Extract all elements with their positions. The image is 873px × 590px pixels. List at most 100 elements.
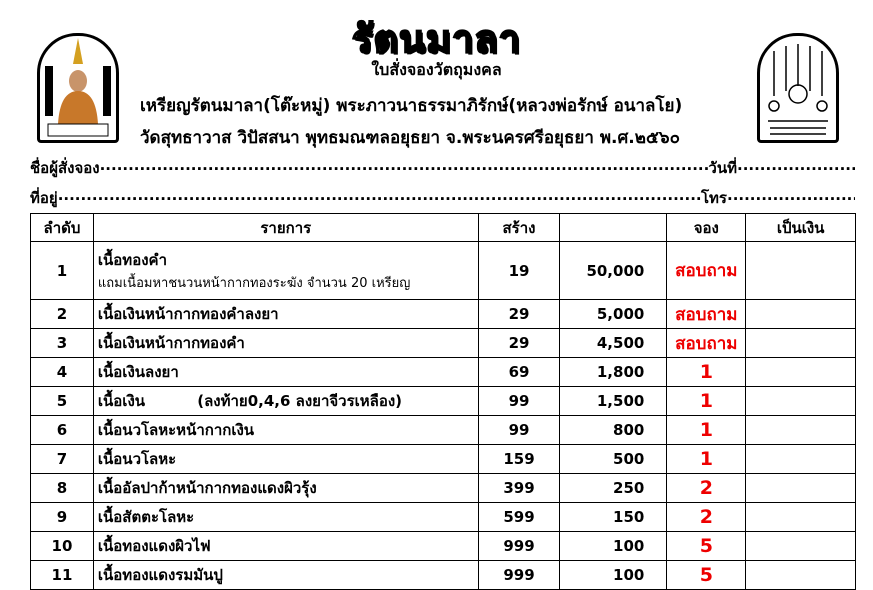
table-row: 6 เนื้อนวโลหะหน้ากากเงิน 99 800 1	[30, 415, 856, 445]
amulet-title: เหรียญรัตนมาลา(โต๊ะหมู่) พระภาวนาธรรมาภิ…	[140, 96, 683, 116]
amount-cell[interactable]	[745, 473, 856, 503]
price: 800	[559, 415, 668, 445]
item-name: เนื้อเงินลงยา	[97, 363, 179, 381]
quantity-made: 99	[477, 386, 561, 416]
reserve-cell[interactable]: 5	[666, 560, 747, 590]
row-number: 7	[30, 444, 94, 474]
item-cell: เนื้อนวโลหะ	[92, 444, 479, 474]
item-name: เนื้อนวโลหะหน้ากากเงิน	[97, 421, 255, 439]
subtitle: ใบสั่งจองวัตถุมงคล	[371, 60, 502, 79]
reserve-cell[interactable]: 1	[666, 444, 747, 474]
item-cell: เนื้อนวโลหะหน้ากากเงิน	[92, 415, 479, 445]
date-label: วันที่	[708, 159, 737, 177]
name-label: ชื่อผู้สั่งจอง	[30, 159, 100, 177]
amount-cell[interactable]	[745, 415, 856, 445]
column-header: รายการ	[92, 213, 479, 242]
quantity-made: 99	[477, 415, 561, 445]
quantity-made: 19	[477, 241, 561, 300]
reserve-cell[interactable]: 1	[666, 415, 747, 445]
reserve-cell[interactable]: 5	[666, 531, 747, 561]
item-name: เนื้ออัลปาก้าหน้ากากทองแดงผิวรุ้ง	[97, 479, 317, 497]
price: 4,500	[559, 328, 668, 358]
item-cell: เนื้ออัลปาก้าหน้ากากทองแดงผิวรุ้ง	[92, 473, 479, 503]
quantity-made: 399	[477, 473, 561, 503]
quantity-made: 29	[477, 328, 561, 358]
item-name: เนื้อทองแดงผิวไฟ	[97, 537, 211, 555]
price: 100	[559, 531, 668, 561]
price: 150	[559, 502, 668, 532]
amount-cell[interactable]	[745, 531, 856, 561]
reserve-cell[interactable]: สอบถาม	[666, 328, 747, 358]
row-number: 5	[30, 386, 94, 416]
item-name: เนื้อทองคำ	[97, 251, 167, 269]
reserve-cell[interactable]: สอบถาม	[666, 241, 747, 300]
item-cell: เนื้อทองแดงผิวไฟ	[92, 531, 479, 561]
amount-cell[interactable]	[745, 502, 856, 532]
quantity-made: 999	[477, 531, 561, 561]
reserve-cell[interactable]: 2	[666, 473, 747, 503]
order-table: ลำดับ รายการ สร้าง จอง เป็นเงิน 1 เนื้อทองคำ…	[30, 213, 856, 590]
item-name: เนื้อทองแดงรมมันปู	[97, 566, 223, 584]
item-cell: เนื้อเงินหน้ากากทองคำลงยา	[92, 299, 479, 329]
reserve-cell[interactable]: 1	[666, 386, 747, 416]
reserve-cell[interactable]: 1	[666, 357, 747, 387]
amount-cell[interactable]	[745, 241, 856, 300]
amount-cell[interactable]	[745, 299, 856, 329]
amount-cell[interactable]	[745, 560, 856, 590]
address-field[interactable]: ที่อยู่ โทร	[30, 186, 855, 210]
row-number: 9	[30, 502, 94, 532]
table-row: 10 เนื้อทองแดงผิวไฟ 999 100 5	[30, 531, 856, 561]
reserve-cell[interactable]: สอบถาม	[666, 299, 747, 329]
quantity-made: 29	[477, 299, 561, 329]
quantity-made: 69	[477, 357, 561, 387]
table-row: 1 เนื้อทองคำ แถมเนื้อมหาชนวนหน้ากากทองระฆ…	[30, 241, 856, 300]
price: 50,000	[559, 241, 668, 300]
monk-logo	[37, 33, 119, 143]
quantity-made: 159	[477, 444, 561, 474]
phone-label: โทร	[700, 189, 727, 207]
table-row: 5 เนื้อเงิน (ลงท้าย0,4,6 ลงยาจีวรเหลือง)…	[30, 386, 856, 416]
row-number: 10	[30, 531, 94, 561]
item-name: เนื้อสัตตะโลหะ	[97, 508, 195, 526]
price: 5,000	[559, 299, 668, 329]
column-header: สร้าง	[477, 213, 561, 242]
row-number: 8	[30, 473, 94, 503]
amount-cell[interactable]	[745, 444, 856, 474]
orderer-name-field[interactable]: ชื่อผู้สั่งจอง วันที่	[30, 156, 855, 180]
amount-cell[interactable]	[745, 328, 856, 358]
item-cell: เนื้อเงินลงยา	[92, 357, 479, 387]
table-row: 4 เนื้อเงินลงยา 69 1,800 1	[30, 357, 856, 387]
row-number: 3	[30, 328, 94, 358]
table-row: 3 เนื้อเงินหน้ากากทองคำ 29 4,500 สอบถาม	[30, 328, 856, 358]
quantity-made: 599	[477, 502, 561, 532]
item-cell: เนื้อเงินหน้ากากทองคำ	[92, 328, 479, 358]
item-cell: เนื้อทองแดงรมมันปู	[92, 560, 479, 590]
amount-cell[interactable]	[745, 357, 856, 387]
row-number: 6	[30, 415, 94, 445]
address-label: ที่อยู่	[30, 189, 58, 207]
column-header: จอง	[666, 213, 747, 242]
row-number: 11	[30, 560, 94, 590]
table-row: 8 เนื้ออัลปาก้าหน้ากากทองแดงผิวรุ้ง 399 …	[30, 473, 856, 503]
item-cell: เนื้อสัตตะโลหะ	[92, 502, 479, 532]
price: 500	[559, 444, 668, 474]
price: 250	[559, 473, 668, 503]
table-row: 7 เนื้อนวโลหะ 159 500 1	[30, 444, 856, 474]
item-name: เนื้อเงินหน้ากากทองคำ	[97, 334, 245, 352]
row-number: 1	[30, 241, 94, 300]
table-row: 11 เนื้อทองแดงรมมันปู 999 100 5	[30, 560, 856, 590]
item-cell: เนื้อเงิน (ลงท้าย0,4,6 ลงยาจีวรเหลือง)	[92, 386, 479, 416]
temple-seal-logo	[757, 33, 839, 143]
table-row: 9 เนื้อสัตตะโลหะ 599 150 2	[30, 502, 856, 532]
table-row: 2 เนื้อเงินหน้ากากทองคำลงยา 29 5,000 สอบ…	[30, 299, 856, 329]
column-header	[559, 213, 668, 242]
reserve-cell[interactable]: 2	[666, 502, 747, 532]
temple-info: วัดสุทธาวาส วิปัสสนา พุทธมณฑลอยุธยา จ.พร…	[140, 128, 680, 148]
column-header: ลำดับ	[30, 213, 94, 242]
item-name: เนื้อเงินหน้ากากทองคำลงยา	[97, 305, 279, 323]
row-number: 4	[30, 357, 94, 387]
item-cell: เนื้อทองคำ แถมเนื้อมหาชนวนหน้ากากทองระฆัง…	[92, 241, 479, 300]
price: 100	[559, 560, 668, 590]
price: 1,500	[559, 386, 668, 416]
amount-cell[interactable]	[745, 386, 856, 416]
